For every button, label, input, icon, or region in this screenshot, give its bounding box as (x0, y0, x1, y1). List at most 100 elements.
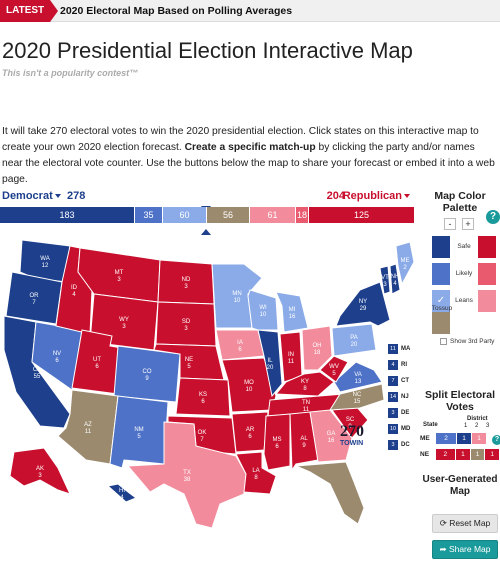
share-map-button[interactable]: ➦ Share Map (432, 540, 498, 559)
state-TX[interactable] (126, 421, 247, 529)
state-votes: 6 (201, 399, 205, 405)
state-VA[interactable] (333, 361, 383, 393)
state-MS[interactable] (263, 413, 291, 471)
state-label: AL (300, 436, 308, 442)
state-CO[interactable] (113, 345, 181, 403)
state-GA[interactable] (309, 409, 353, 463)
state-label: ID (71, 285, 78, 291)
state-OH[interactable] (301, 325, 333, 371)
checkbox-icon (440, 338, 447, 345)
news-ticker: LATEST 2020 Electoral Map Based on Polli… (0, 0, 500, 22)
state-NH[interactable] (389, 263, 401, 295)
state-votes: 4 (393, 281, 397, 287)
state-votes: 11 (85, 429, 92, 435)
democrat-party-selector[interactable]: Democrat (2, 190, 61, 202)
state-NC[interactable] (329, 383, 385, 411)
chevron-down-icon (54, 194, 61, 199)
likely-label: Likely (455, 270, 473, 277)
reset-map-button[interactable]: ⟳ Reset Map (432, 514, 498, 533)
state-votes: 6 (55, 358, 59, 364)
state-votes: 16 (289, 314, 296, 320)
state-label: TX (183, 470, 191, 476)
state-ME[interactable] (395, 241, 415, 286)
swatch-safe-rep[interactable] (478, 235, 496, 258)
create-matchup-link[interactable]: Create a specific match-up (184, 142, 316, 153)
state-votes: 6 (95, 364, 99, 370)
state-votes: 15 (354, 399, 361, 405)
state-label: CO (143, 369, 152, 375)
split-help-icon[interactable]: ? (492, 435, 500, 445)
ev-bar-segment: 125 (309, 207, 415, 223)
state-label: NE (185, 357, 193, 363)
latest-badge: LATEST (0, 0, 58, 22)
state-WV[interactable] (319, 355, 349, 383)
state-HI[interactable] (106, 483, 138, 503)
state-AK[interactable] (9, 447, 71, 495)
state-MI[interactable] (275, 291, 309, 333)
palette-plus-button[interactable]: + (462, 218, 474, 230)
me-d1-cell[interactable]: 1 (457, 432, 471, 444)
state-label: PA (350, 335, 358, 341)
state-votes: 3 (184, 284, 188, 290)
ticker-headline-link[interactable]: 2020 Electoral Map Based on Polling Aver… (60, 5, 293, 17)
page-title: 2020 Presidential Election Interactive M… (2, 38, 413, 63)
state-label: LA (252, 468, 259, 474)
small-state-ct[interactable]: 7 CT (388, 374, 415, 388)
tossup-label: Tossup (431, 305, 453, 312)
small-state-nj[interactable]: 14 NJ (388, 392, 409, 402)
swatch-likely-rep[interactable] (478, 262, 496, 285)
state-votes: 5 (332, 371, 336, 377)
republican-party-selector[interactable]: Republican (343, 190, 410, 202)
color-palette-panel: Map Color Palette ? - + Safe Likely ✓ Le… (420, 190, 500, 345)
state-votes: 9 (302, 443, 306, 449)
ne-statewide-cell[interactable]: 2 (435, 448, 456, 460)
electoral-vote-counter: Democrat 278 204 Republican (0, 190, 415, 235)
state-votes: 9 (348, 424, 352, 430)
state-votes: 20 (351, 342, 358, 348)
state-label: OK (198, 430, 207, 436)
swatch-leans-dem[interactable]: ✓ (432, 289, 450, 312)
chevron-down-icon (404, 194, 410, 199)
ne-d2-cell[interactable]: 1 (470, 448, 485, 460)
state-label: ME (401, 258, 410, 264)
state-IL[interactable] (257, 329, 283, 398)
state-PA[interactable] (331, 323, 377, 357)
swatch-safe-dem[interactable] (432, 235, 450, 258)
state-votes: 3 (184, 326, 188, 332)
ev-bar-segment: 60 (163, 207, 207, 223)
ne-d3-cell[interactable]: 1 (485, 448, 499, 460)
state-votes: 5 (187, 364, 191, 370)
state-AL[interactable] (289, 411, 319, 472)
state-LA[interactable] (235, 451, 277, 495)
small-state-ma[interactable]: 11 MA (388, 342, 415, 356)
swatch-likely-dem[interactable] (432, 262, 450, 285)
state-KS[interactable] (175, 377, 231, 417)
state-votes: 13 (355, 379, 362, 385)
us-electoral-map[interactable]: WA 12 OR 7 CA 55 NV 6 ID 4 MT 3 WY 3 UT 6 CO 9 AZ 11 NM 5 ND 3 S… (0, 232, 415, 532)
district-3-header: 3 (486, 423, 490, 429)
swatch-leans-rep[interactable] (478, 289, 496, 312)
state-votes: 6 (248, 434, 252, 440)
small-state-md[interactable]: 10 MD (388, 424, 411, 434)
show-3rd-party-toggle[interactable]: Show 3rd Party (440, 338, 494, 345)
state-label: NC (353, 392, 362, 398)
state-votes: 4 (72, 292, 76, 298)
state-NM[interactable] (109, 395, 169, 469)
swatch-tossup[interactable] (432, 312, 450, 334)
state-NY[interactable] (335, 281, 391, 327)
help-icon[interactable]: ? (486, 210, 500, 224)
small-state-dc[interactable]: 3 DC (388, 438, 415, 452)
state-label: ND (182, 277, 191, 283)
state-VT[interactable] (379, 265, 391, 295)
small-state-ri[interactable]: 4 RI (388, 358, 415, 372)
electoral-vote-bar: 183 35 60 56 61 18 125 (0, 207, 415, 223)
small-state-de[interactable]: 3 DE (388, 406, 415, 420)
me-statewide-cell[interactable]: 2 (436, 432, 456, 444)
state-FL[interactable] (295, 461, 365, 525)
palette-minus-button[interactable]: - (444, 218, 456, 230)
ev-bar-segment: 183 (0, 207, 135, 223)
270-marker-bottom-icon (201, 229, 211, 235)
ne-d1-cell[interactable]: 1 (456, 448, 470, 460)
me-d2-cell[interactable]: 1 (472, 432, 486, 444)
state-label: NM (134, 427, 143, 433)
